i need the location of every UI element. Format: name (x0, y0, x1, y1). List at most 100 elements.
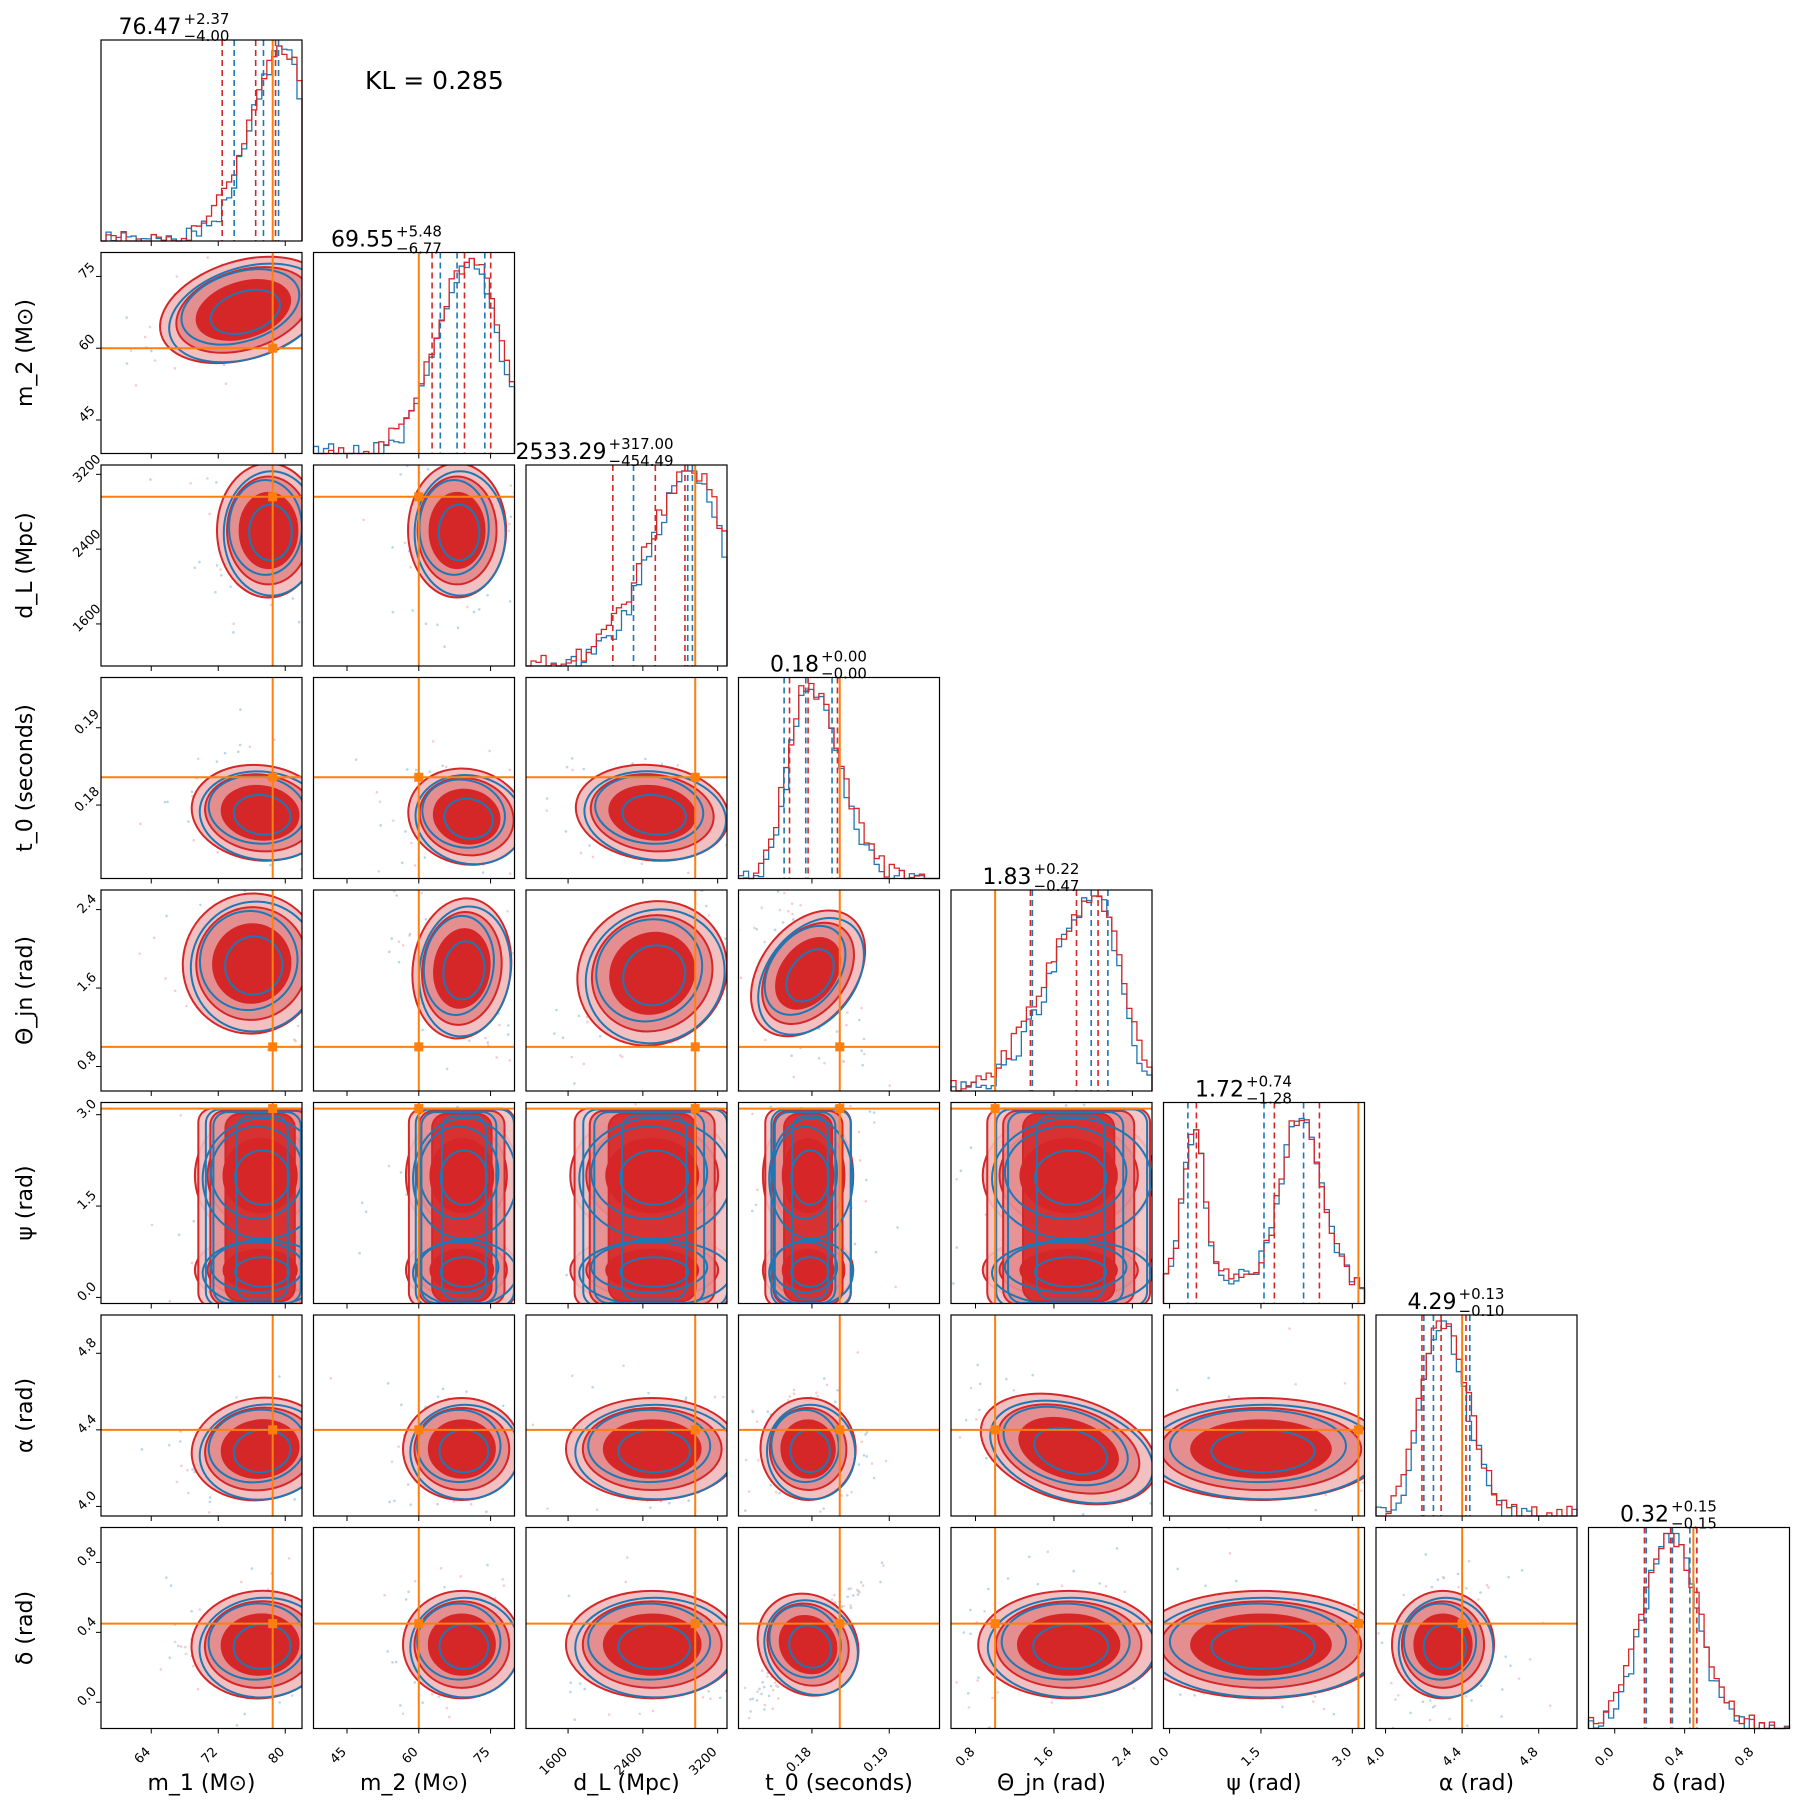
panel-frame (737, 1101, 941, 1305)
scatter-point (1126, 1058, 1129, 1061)
scatter-point (864, 1433, 867, 1436)
scatter-point (1314, 1508, 1318, 1512)
scatter-point (964, 1418, 968, 1422)
scatter-point (1288, 1327, 1291, 1330)
scatter-point (1431, 1705, 1435, 1709)
red-contour-inner (433, 928, 491, 1009)
scatter-point (290, 1694, 294, 1697)
scatter-point (561, 1036, 565, 1040)
blue-contour-inner (791, 1114, 829, 1301)
scatter-point (501, 1578, 505, 1581)
scatter-point (1025, 1734, 1028, 1737)
scatter-point (868, 1110, 872, 1113)
scatter-point (198, 1608, 201, 1611)
scatter-point (305, 264, 308, 267)
truth-marker (414, 1425, 424, 1435)
scatter-point (307, 991, 310, 994)
y-axis-label: Θ_jn (rad) (13, 936, 38, 1045)
scatter-point (386, 1382, 390, 1385)
scatter-point (216, 850, 219, 854)
scatter-point (323, 773, 326, 776)
panel-frame (1375, 1526, 1578, 1730)
panel-content (313, 462, 515, 666)
scatter-point (792, 1388, 796, 1392)
scatter-point (740, 1458, 743, 1461)
scatter-point (577, 1014, 581, 1018)
scatter-point (859, 1581, 863, 1584)
scatter-point (1457, 1585, 1460, 1589)
scatter-point (246, 885, 249, 888)
scatter-point (415, 1017, 418, 1020)
panel-frame (312, 464, 516, 667)
scatter-point (173, 1640, 177, 1644)
scatter-point (450, 462, 453, 465)
blue-contour-inner (232, 793, 292, 836)
scatter-point (766, 914, 769, 917)
scatter-point (1046, 1550, 1050, 1554)
scatter-point (1377, 1405, 1380, 1408)
scatter-point (879, 1580, 882, 1584)
panel-4-0 (100, 885, 310, 1092)
scatter-point (733, 795, 736, 798)
red-histogram (950, 895, 1153, 1092)
scatter-point (159, 1668, 163, 1671)
scatter-point (1479, 1591, 1482, 1594)
scatter-point (773, 1681, 777, 1684)
scatter-point (452, 1500, 456, 1503)
scatter-point (304, 778, 307, 781)
scatter-point (431, 740, 435, 743)
scatter-point (191, 1468, 194, 1471)
panel-6-0 (100, 1314, 303, 1532)
blue-contour-outer (1397, 1596, 1495, 1699)
scatter-point (1393, 1468, 1396, 1471)
scatter-point (975, 1418, 978, 1421)
scatter-point (559, 818, 562, 821)
scatter-point (430, 1692, 434, 1696)
scatter-point (742, 1709, 745, 1712)
scatter-point (150, 349, 153, 353)
scatter-point (776, 1697, 780, 1700)
scatter-point (991, 1696, 994, 1700)
scatter-point (336, 1662, 339, 1665)
scatter-point (1202, 1562, 1205, 1565)
scatter-point (243, 1529, 246, 1532)
scatter-point (833, 1400, 837, 1404)
scatter-point (392, 819, 395, 822)
scatter-point (179, 1113, 183, 1117)
scatter-point (1385, 1659, 1388, 1662)
scatter-point (406, 1483, 410, 1486)
red-contour-inner (775, 937, 842, 1010)
scatter-point (343, 546, 346, 549)
panel-frame (100, 251, 303, 455)
scatter-point (647, 1391, 650, 1395)
scatter-point (880, 1561, 884, 1565)
red-histogram (738, 682, 940, 880)
scatter-point (421, 1701, 424, 1705)
scatter-point (314, 1167, 317, 1170)
scatter-point (811, 1321, 814, 1324)
scatter-point (1507, 1575, 1510, 1579)
scatter-point (707, 1690, 710, 1693)
scatter-point (479, 1083, 482, 1086)
truth-marker (690, 772, 700, 782)
scatter-point (894, 1285, 897, 1289)
scatter-point (1504, 1655, 1507, 1658)
scatter-point (168, 1656, 172, 1659)
scatter-point (322, 1628, 325, 1631)
scatter-point (307, 996, 310, 999)
scatter-point (800, 1324, 803, 1327)
blue-contour-mid (770, 1408, 840, 1484)
scatter-point (849, 1104, 852, 1108)
scatter-point (177, 1644, 180, 1648)
scatter-point (326, 585, 329, 588)
scatter-point (582, 1073, 585, 1076)
scatter-point (775, 1684, 778, 1687)
scatter-point (306, 1629, 309, 1632)
scatter-point (570, 757, 574, 760)
panel-content (101, 465, 346, 666)
scatter-point (243, 1712, 247, 1716)
panel-7-2 (525, 1526, 745, 1730)
scatter-point (847, 1587, 851, 1591)
scatter-point (553, 1032, 556, 1035)
